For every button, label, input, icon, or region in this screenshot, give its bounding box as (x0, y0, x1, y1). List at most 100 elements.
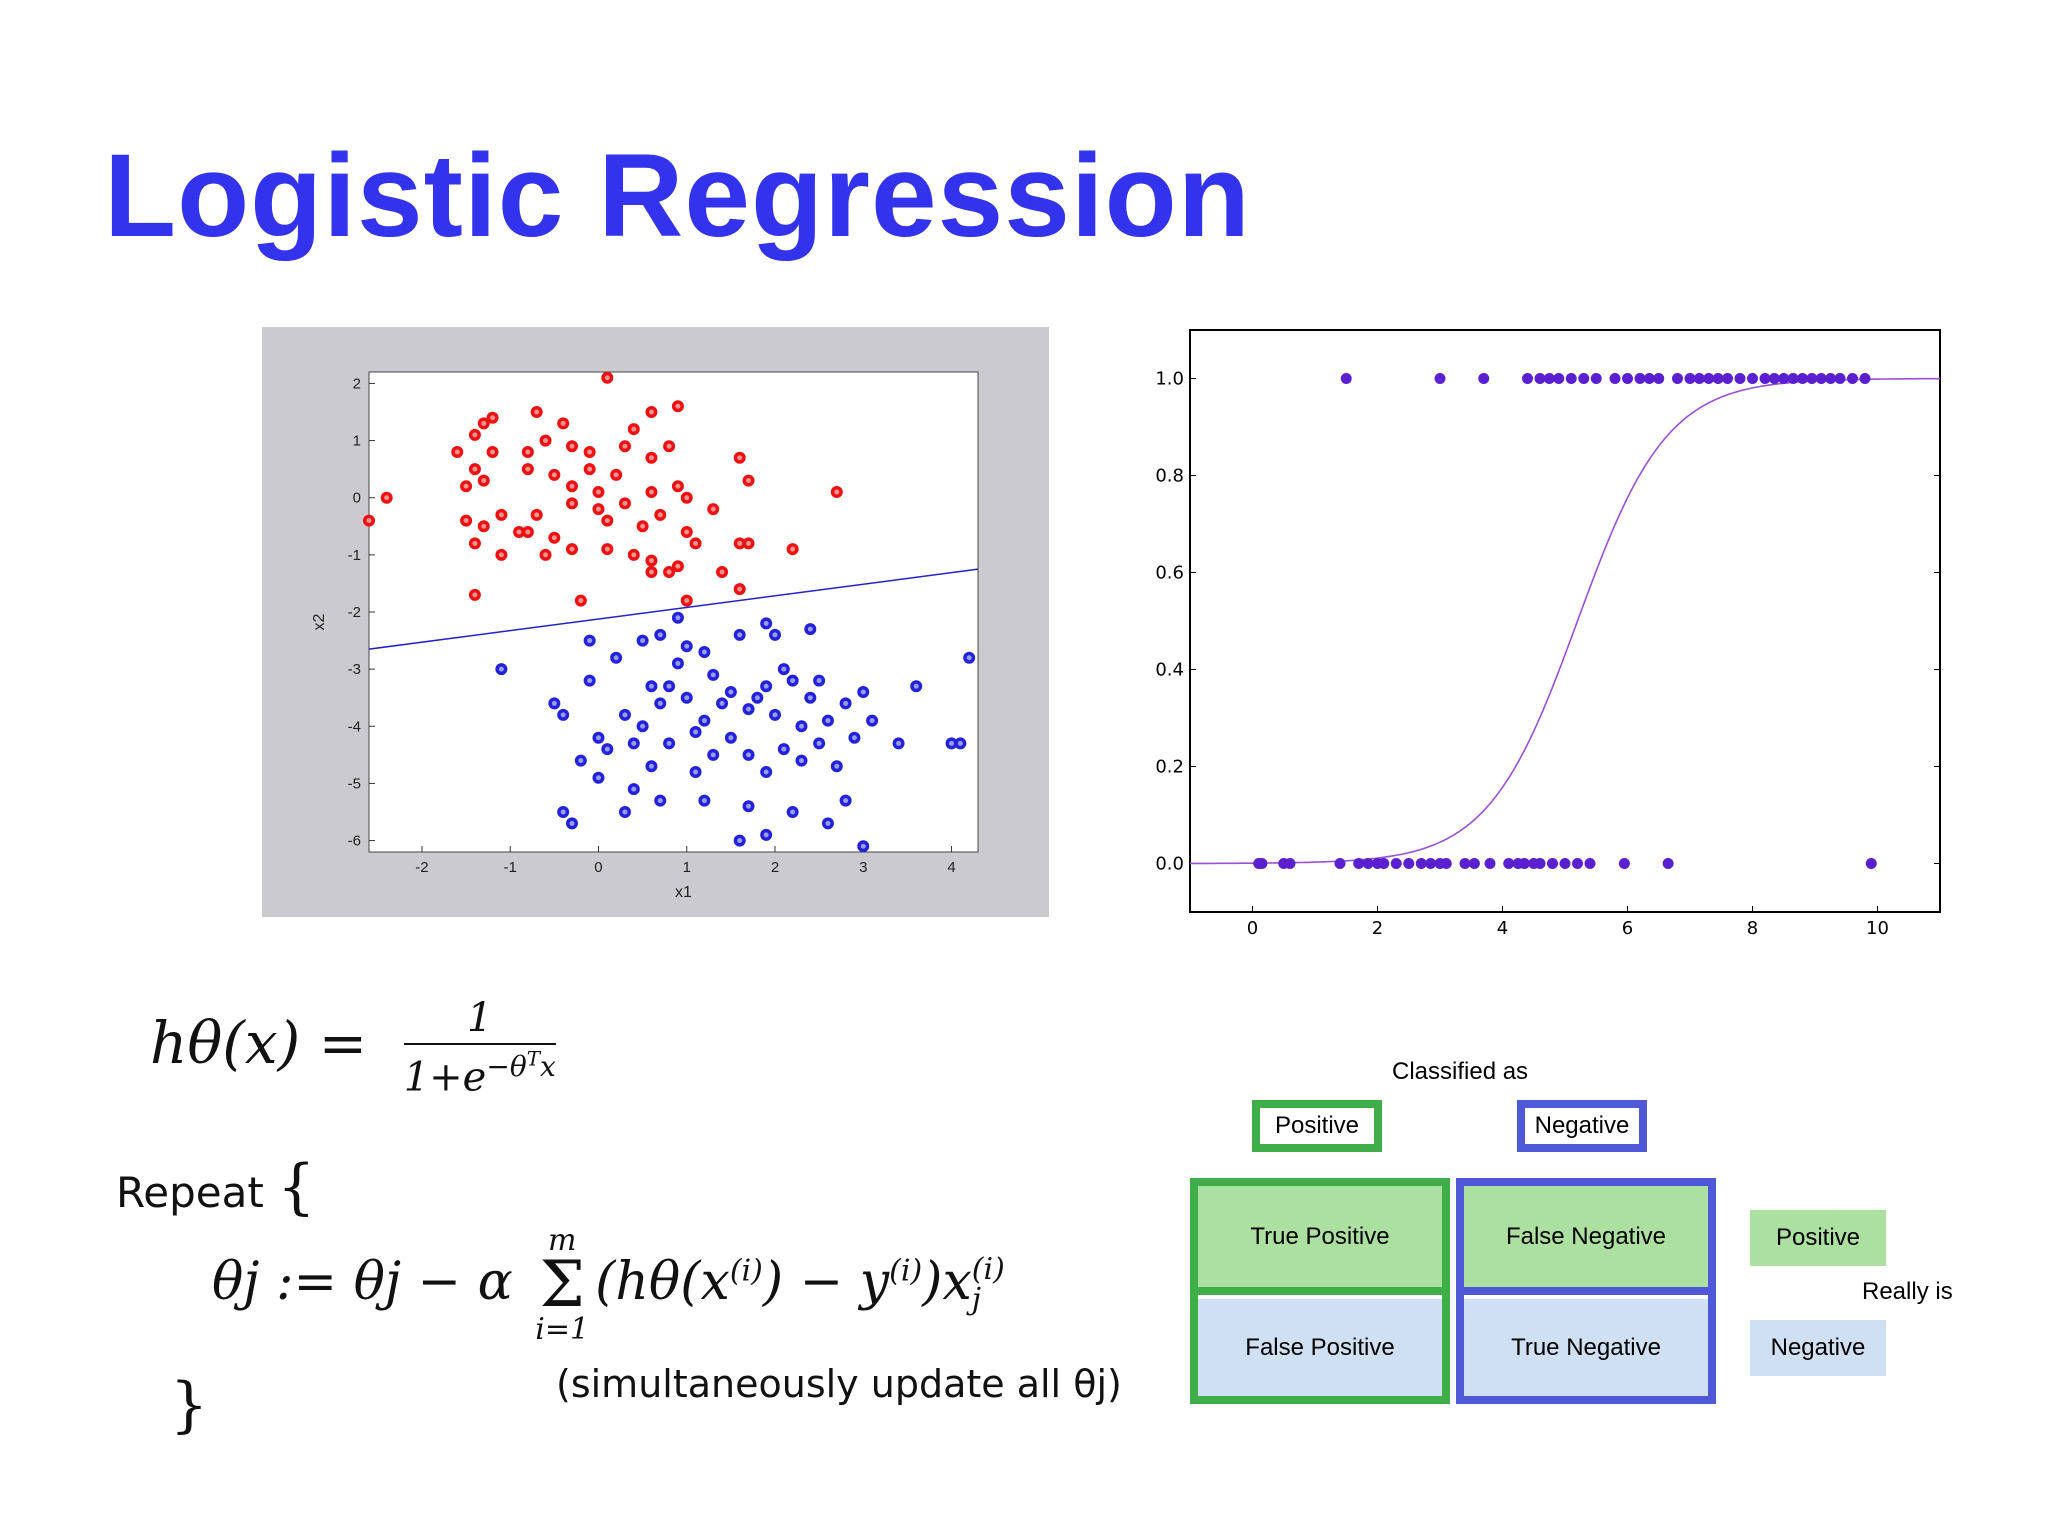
point-marker-center (472, 432, 478, 438)
update-rhs-1: (hθ(x (595, 1251, 730, 1312)
blue-class-point (795, 720, 808, 733)
point-marker-center (949, 740, 955, 746)
point-marker-center (551, 472, 557, 478)
simultaneous-update-note: (simultaneously update all θj) (556, 1362, 1122, 1406)
point-marker-center (657, 798, 663, 804)
y-tick-label: 1 (353, 433, 361, 450)
point-marker-center (843, 700, 849, 706)
data-point-class-1 (1478, 373, 1490, 384)
red-class-point (583, 463, 596, 476)
blue-class-point (610, 651, 623, 664)
point-marker-center (551, 535, 557, 541)
point-marker-center (798, 723, 804, 729)
red-class-point (663, 566, 676, 578)
data-point-class-0 (1284, 858, 1296, 869)
y-tick-label: -1 (348, 547, 361, 564)
point-marker-center (860, 689, 866, 695)
point-marker-center (648, 455, 654, 461)
red-class-point (566, 497, 578, 510)
red-class-point (468, 428, 481, 441)
red-class-point (618, 497, 631, 510)
data-point-class-1 (1815, 373, 1827, 384)
data-point-class-1 (1672, 373, 1683, 384)
point-marker-center (551, 700, 557, 706)
red-class-point (548, 468, 561, 481)
sigmoid-plot-area (1189, 329, 1941, 913)
update-lhs: θj := θj − α (212, 1251, 513, 1312)
blue-class-point (557, 806, 570, 818)
point-marker-center (525, 529, 531, 535)
data-point-class-0 (1534, 858, 1546, 869)
point-marker-center (604, 518, 610, 524)
x-tick-label: 8 (1747, 918, 1758, 939)
point-marker-center (613, 472, 619, 478)
x-tick-label: 4 (1497, 918, 1508, 939)
blue-class-point (733, 628, 746, 641)
point-marker-center (684, 643, 690, 649)
red-class-point (671, 560, 684, 573)
data-point-class-1 (1578, 373, 1590, 384)
hypothesis-denominator: 1+e−θTx (404, 1045, 556, 1101)
red-class-point (468, 463, 481, 476)
point-marker-center (569, 443, 575, 449)
cell-false-positive: False Positive (1198, 1299, 1442, 1396)
point-marker-center (525, 466, 531, 472)
summation: m Σ i=1 (535, 1225, 589, 1346)
red-class-point (601, 371, 614, 384)
blue-class-point (839, 794, 852, 807)
red-class-point (627, 548, 640, 561)
red-class-point (636, 520, 649, 533)
blue-class-point (645, 680, 658, 693)
blue-class-point (813, 674, 826, 687)
y-tick-label: -3 (348, 661, 361, 678)
data-point-class-0 (1865, 858, 1877, 869)
update-rhs-2: ) − y (762, 1251, 890, 1312)
blue-class-point (654, 697, 667, 710)
red-class-point (460, 514, 473, 527)
x-tick-label: -2 (415, 859, 428, 876)
data-point-class-0 (1503, 858, 1515, 869)
blue-class-point (592, 771, 605, 784)
blue-class-point (707, 668, 720, 681)
point-marker-center (595, 735, 601, 741)
red-class-point (477, 474, 490, 487)
point-marker-center (728, 689, 734, 695)
point-marker-center (534, 409, 540, 415)
point-marker-center (825, 820, 831, 826)
key-positive: Positive (1750, 1210, 1886, 1266)
red-class-point (680, 526, 693, 538)
point-marker-center (746, 752, 752, 758)
data-point-class-1 (1340, 373, 1352, 384)
data-point-class-1 (1434, 373, 1446, 384)
red-class-point (645, 451, 658, 464)
red-class-point (477, 417, 490, 430)
blue-class-point (857, 840, 870, 853)
blue-class-point (618, 806, 631, 818)
point-marker-center (790, 546, 796, 552)
point-marker-center (834, 763, 840, 769)
data-point-class-0 (1468, 858, 1480, 869)
data-point-class-1 (1712, 373, 1724, 384)
blue-class-point (627, 737, 640, 750)
red-class-point (477, 520, 490, 533)
blue-class-point (777, 743, 790, 756)
point-marker-center (472, 540, 478, 546)
blue-class-point (663, 680, 676, 693)
point-marker-center (640, 523, 646, 529)
point-marker-center (631, 740, 637, 746)
repeat-label: Repeat { (116, 1152, 315, 1222)
blue-class-point (548, 697, 561, 710)
red-class-point (601, 543, 614, 556)
point-marker-center (481, 523, 487, 529)
x-tick-label: -1 (504, 859, 517, 876)
x-tick-label: 4 (947, 859, 955, 876)
point-marker-center (648, 558, 654, 564)
update-sup-3: (i) (971, 1252, 1005, 1288)
blue-class-point (698, 646, 711, 658)
column-header-positive: Positive (1252, 1100, 1382, 1152)
point-marker-center (746, 706, 752, 712)
blue-class-point (663, 737, 676, 750)
blue-class-point (795, 754, 808, 767)
data-point-class-1 (1693, 373, 1705, 384)
y-tick-label: 0.0 (1155, 854, 1184, 875)
